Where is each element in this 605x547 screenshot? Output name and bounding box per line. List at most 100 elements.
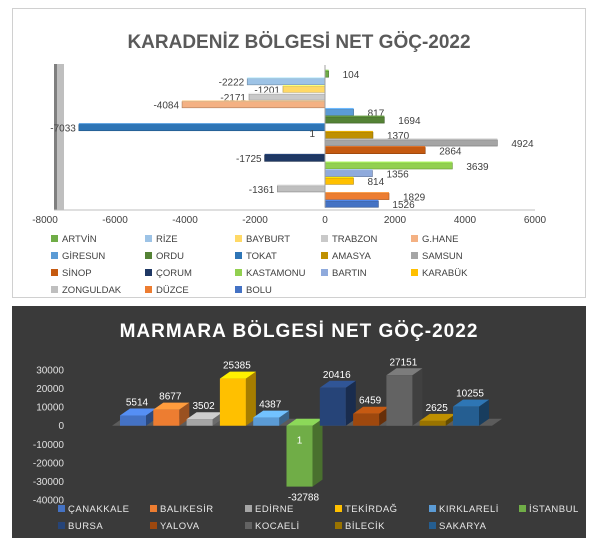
x-tick-label: -6000: [102, 215, 128, 226]
data-label-kastamonu: 3639: [466, 162, 489, 173]
data-label-tokat: -7033: [50, 124, 76, 135]
bar-düzce: [324, 192, 390, 200]
y-tick-label: -30000: [33, 477, 65, 488]
data-label-ri̇ze: -2222: [219, 78, 245, 89]
legend-item-zonguldak: ZONGULDAK: [51, 285, 122, 296]
legend-item-kirklareli̇: KIRKLARELİ: [429, 504, 498, 515]
svg-text:ARTVİN: ARTVİN: [62, 234, 97, 245]
karadeniz-chart: KARADENİZ BÖLGESİ NET GÖÇ-2022 104 -2222 -1…: [32, 32, 547, 296]
legend-item-tokat: TOKAT: [235, 251, 277, 262]
y-tick-label: 10000: [36, 403, 64, 414]
bar-tokat: [78, 123, 326, 132]
marmara-chart-panel: MARMARA BÖLGESİ NET GÖÇ-2022 30000 20000 10…: [12, 306, 586, 538]
extra-label: 1: [297, 436, 303, 447]
legend-item-si̇nop: SİNOP: [51, 268, 92, 279]
bar-gi̇resun: [324, 107, 354, 116]
bar-kocaeli̇: [386, 368, 423, 426]
svg-text:G.HANE: G.HANE: [422, 234, 458, 245]
legend-item-bayburt: BAYBURT: [235, 234, 290, 245]
svg-text:BAYBURT: BAYBURT: [246, 234, 290, 245]
legend-item-samsun: SAMSUN: [411, 251, 463, 262]
data-label-balikesi̇r: 8677: [159, 392, 182, 403]
legend-item-karabük: KARABÜK: [411, 268, 468, 279]
x-tick-label: 2000: [384, 215, 407, 226]
data-label-bayburt: -1201: [254, 85, 280, 96]
data-label-yalova: 6459: [359, 396, 382, 407]
bar-çorum: [264, 153, 326, 162]
bar-bursa: [319, 380, 356, 426]
legend-item-g.hane: G.HANE: [411, 234, 458, 245]
svg-text:ZONGULDAK: ZONGULDAK: [62, 285, 122, 296]
data-label-amasya: 1370: [387, 131, 410, 142]
x-tick-label: 4000: [454, 215, 477, 226]
legend-item-gi̇resun: GİRESUN: [51, 251, 105, 262]
data-label-si̇nop: 2864: [439, 147, 462, 158]
bar-artvi̇n: [324, 69, 329, 78]
svg-text:SİNOP: SİNOP: [62, 268, 92, 279]
legend-item-i̇stanbul: İSTANBUL: [519, 504, 579, 515]
svg-text:ÇORUM: ÇORUM: [156, 268, 192, 279]
bar-zonguldak: [277, 184, 326, 193]
legend-item-trabzon: TRABZON: [321, 234, 378, 245]
bar-sakarya: [453, 399, 489, 426]
svg-text:BİLECİK: BİLECİK: [345, 521, 385, 532]
data-label-trabzon: -2171: [220, 93, 246, 104]
chart-title: KARADENİZ BÖLGESİ NET GÖÇ-2022: [127, 32, 470, 53]
bar-bartin: [324, 169, 373, 177]
bar-amasya: [324, 130, 374, 139]
y-tick-label: 0: [58, 421, 64, 432]
data-label-sakarya: 10255: [456, 389, 484, 400]
legend-item-bartin: BARTIN: [321, 268, 367, 279]
data-label-bartin: 1356: [386, 169, 409, 180]
data-label-i̇stanbul: -32788: [288, 493, 320, 504]
data-label-karabük: 814: [367, 177, 384, 188]
data-label-kirklareli̇: 4387: [259, 400, 282, 411]
data-label-g.hane: -4084: [153, 101, 179, 112]
data-label-artvi̇n: 104: [343, 70, 360, 81]
svg-text:GİRESUN: GİRESUN: [62, 251, 105, 262]
bar-bolu: [324, 199, 379, 208]
y-tick-label: -40000: [33, 496, 65, 507]
extra-label: 1: [309, 129, 315, 140]
y-tick-label: -20000: [33, 458, 65, 469]
svg-text:SAMSUN: SAMSUN: [422, 251, 463, 262]
legend-item-ri̇ze: RİZE: [145, 234, 178, 245]
svg-text:AMASYA: AMASYA: [332, 251, 372, 262]
bar-ordu: [324, 115, 385, 124]
data-label-samsun: 4924: [511, 139, 534, 150]
marmara-chart: MARMARA BÖLGESİ NET GÖÇ-2022300002000010…: [33, 321, 579, 532]
svg-text:TEKİRDAĞ: TEKİRDAĞ: [345, 504, 398, 515]
svg-text:YALOVA: YALOVA: [160, 521, 200, 532]
svg-text:TRABZON: TRABZON: [332, 234, 378, 245]
bar-teki̇rdağ: [219, 371, 256, 426]
x-tick-label: -8000: [32, 215, 58, 226]
svg-text:BALIKESİR: BALIKESİR: [160, 504, 214, 515]
y-tick-label: -10000: [33, 440, 65, 451]
y-tick-label: 20000: [36, 384, 64, 395]
svg-text:İSTANBUL: İSTANBUL: [529, 504, 579, 515]
data-label-bursa: 20416: [323, 370, 351, 381]
bar-trabzon: [248, 92, 326, 101]
data-label-kocaeli̇: 27151: [389, 357, 417, 368]
svg-text:BOLU: BOLU: [246, 285, 272, 296]
svg-text:ÇANAKKALE: ÇANAKKALE: [68, 504, 130, 515]
bar-balikesi̇r: [153, 402, 190, 426]
legend-item-teki̇rdağ: TEKİRDAĞ: [335, 504, 398, 515]
bar-karabük: [324, 176, 354, 185]
legend-item-düzce: DÜZCE: [145, 285, 189, 296]
data-label-bi̇leci̇k: 2625: [426, 403, 449, 414]
x-tick-label: 6000: [524, 215, 547, 226]
legend-item-kocaeli̇: KOCAELİ: [245, 521, 299, 532]
legend-item-ordu: ORDU: [145, 251, 184, 262]
svg-text:BURSA: BURSA: [68, 521, 103, 532]
svg-text:EDİRNE: EDİRNE: [255, 504, 294, 515]
legend-item-sakarya: SAKARYA: [429, 521, 486, 532]
legend-item-artvi̇n: ARTVİN: [51, 234, 97, 245]
bar-i̇stanbul: [286, 418, 323, 487]
svg-text:KASTAMONU: KASTAMONU: [246, 268, 306, 279]
x-tick-label: -4000: [172, 215, 198, 226]
data-label-edi̇rne: 3502: [192, 401, 215, 412]
legend-item-çanakkale: ÇANAKKALE: [58, 504, 130, 515]
bar-g.hane: [181, 100, 326, 109]
bar-bayburt: [282, 85, 326, 93]
